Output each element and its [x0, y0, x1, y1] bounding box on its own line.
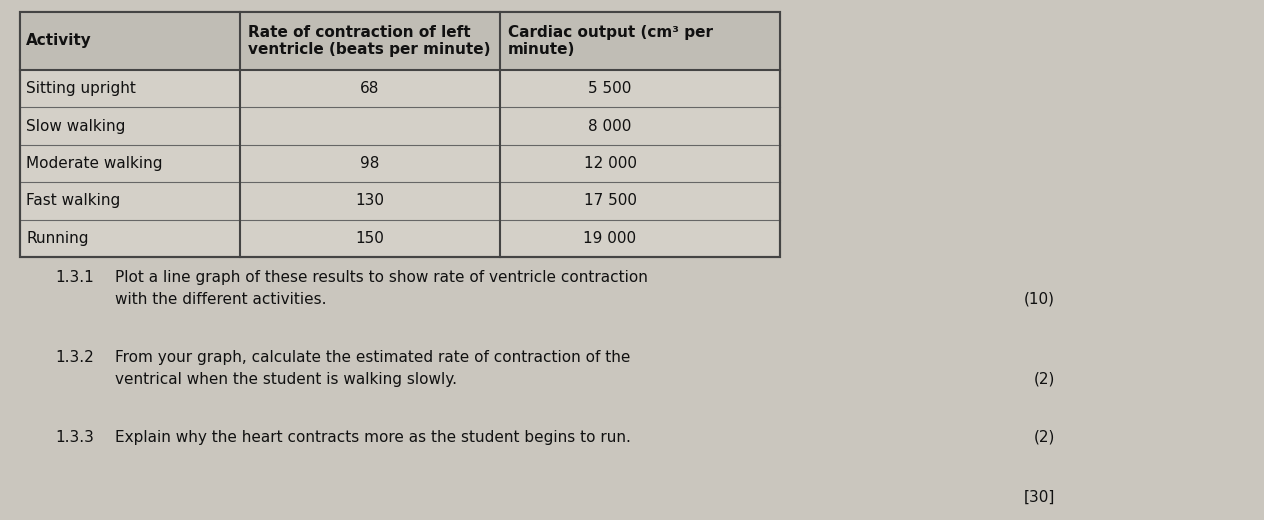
Text: 68: 68	[360, 81, 379, 96]
Text: Slow walking: Slow walking	[27, 119, 125, 134]
Text: Running: Running	[27, 231, 88, 246]
Text: (10): (10)	[1024, 292, 1055, 307]
Text: Activity: Activity	[27, 33, 92, 48]
Text: ventrical when the student is walking slowly.: ventrical when the student is walking sl…	[115, 372, 458, 387]
Text: 150: 150	[355, 231, 384, 246]
Text: 12 000: 12 000	[584, 156, 637, 171]
Text: 8 000: 8 000	[588, 119, 632, 134]
Text: 1.3.2: 1.3.2	[56, 350, 94, 365]
Text: Moderate walking: Moderate walking	[27, 156, 163, 171]
Text: 17 500: 17 500	[584, 193, 637, 209]
Text: Cardiac output (cm³ per
minute): Cardiac output (cm³ per minute)	[508, 25, 713, 57]
Text: 19 000: 19 000	[584, 231, 637, 246]
Text: (2): (2)	[1034, 372, 1055, 387]
Text: [30]: [30]	[1024, 490, 1055, 505]
Text: 98: 98	[360, 156, 379, 171]
Text: (2): (2)	[1034, 430, 1055, 445]
Text: 1.3.1: 1.3.1	[56, 270, 94, 285]
Text: Plot a line graph of these results to show rate of ventricle contraction: Plot a line graph of these results to sh…	[115, 270, 648, 285]
Text: Sitting upright: Sitting upright	[27, 81, 135, 96]
Text: 1.3.3: 1.3.3	[56, 430, 94, 445]
Text: Rate of contraction of left
ventricle (beats per minute): Rate of contraction of left ventricle (b…	[248, 25, 490, 57]
Bar	[20, 12, 780, 70]
Text: From your graph, calculate the estimated rate of contraction of the: From your graph, calculate the estimated…	[115, 350, 631, 365]
Text: Fast walking: Fast walking	[27, 193, 120, 209]
Text: 130: 130	[355, 193, 384, 209]
Text: with the different activities.: with the different activities.	[115, 292, 326, 307]
Bar	[20, 12, 780, 257]
Bar	[20, 12, 780, 257]
Text: Explain why the heart contracts more as the student begins to run.: Explain why the heart contracts more as …	[115, 430, 631, 445]
Text: 5 500: 5 500	[588, 81, 632, 96]
